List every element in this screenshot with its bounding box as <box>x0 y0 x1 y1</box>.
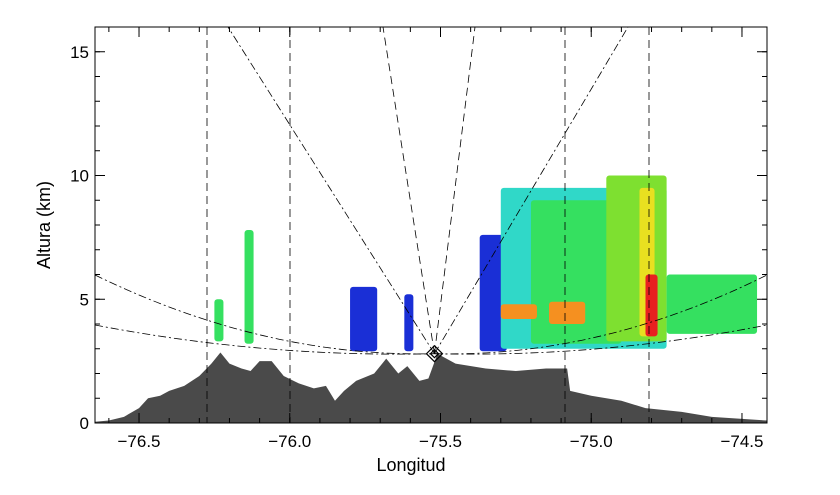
terrain-profile <box>95 352 767 423</box>
elevation-arc-right <box>434 274 768 355</box>
beam-ray <box>434 26 476 354</box>
x-axis-label: Longitud <box>376 455 445 475</box>
radar-echoes <box>214 175 758 352</box>
echo-cell <box>645 274 658 337</box>
echo-cell <box>350 286 378 352</box>
beam-ray <box>382 26 435 354</box>
x-tick-label: −75.0 <box>570 432 613 451</box>
y-tick-label: 0 <box>80 414 89 433</box>
x-tick-label: −74.5 <box>720 432 763 451</box>
beam-ray <box>227 26 435 354</box>
echo-cell <box>404 294 414 352</box>
y-tick-label: 15 <box>70 43 89 62</box>
x-tick-label: −76.0 <box>268 432 311 451</box>
echo-cell <box>549 301 586 324</box>
x-tick-label: −76.5 <box>118 432 161 451</box>
y-tick-label: 5 <box>80 290 89 309</box>
y-axis-label: Altura (km) <box>34 181 54 269</box>
elevation-arc-left <box>94 274 435 355</box>
beam-ray <box>434 26 629 354</box>
echo-cell <box>666 274 758 334</box>
echo-cell <box>244 229 254 344</box>
echo-cell <box>479 234 507 352</box>
echo-cell <box>500 304 537 320</box>
y-tick-label: 10 <box>70 167 89 186</box>
axes: −76.5 −76.0 −75.5 −75.0 −74.5 0 5 10 15 <box>70 26 768 451</box>
elevation-arc-left <box>94 324 435 355</box>
echo-cell <box>214 299 224 342</box>
radar-site-marker <box>425 344 444 363</box>
terrain-area <box>95 352 767 423</box>
elevation-arc-right <box>434 324 768 355</box>
x-tick-label: −75.5 <box>419 432 462 451</box>
beam-guides <box>94 26 768 423</box>
